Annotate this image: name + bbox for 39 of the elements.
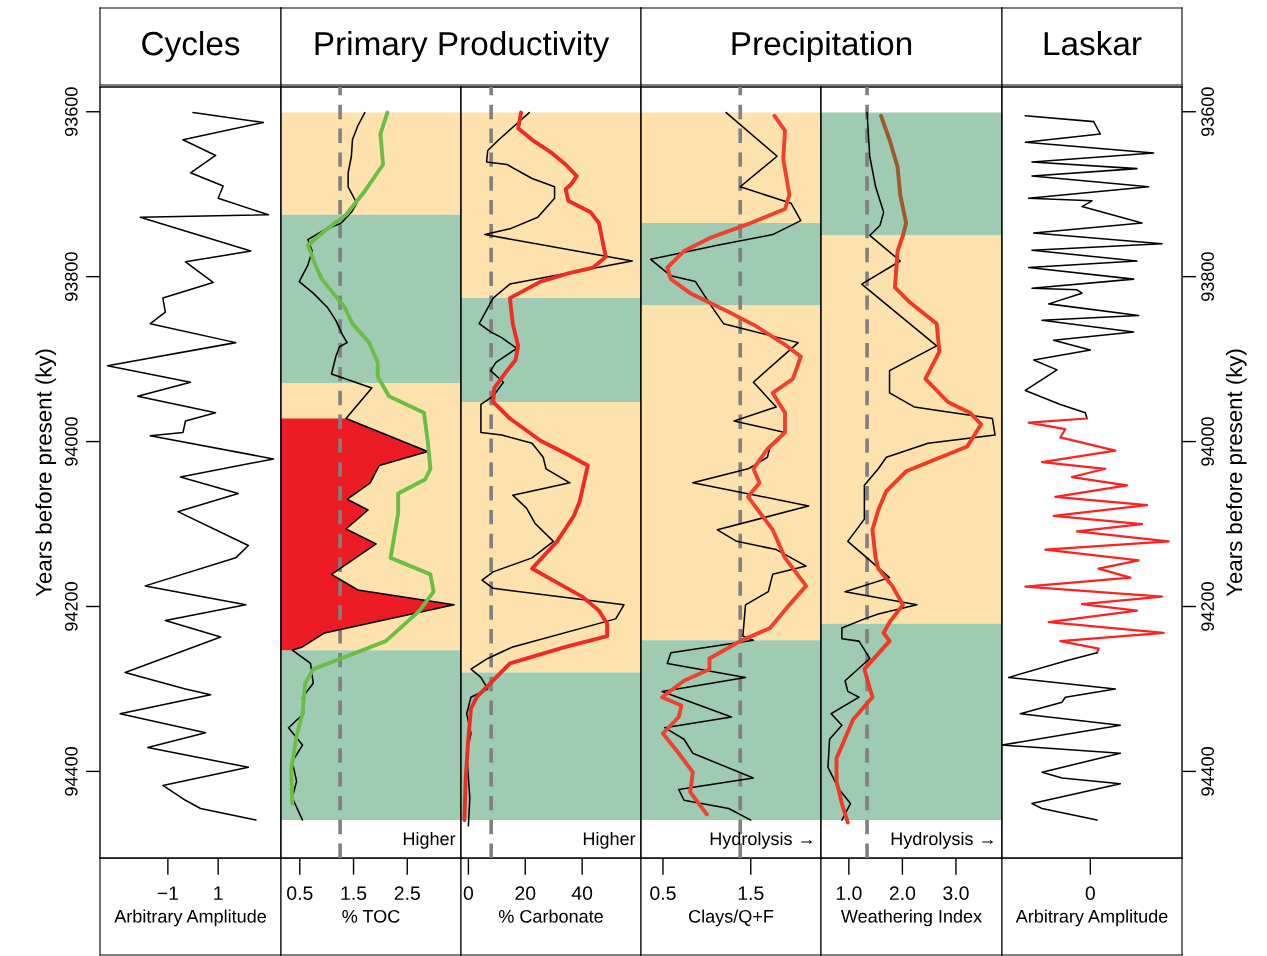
- x-tick-label: 0.5: [650, 886, 676, 901]
- x-axis-title: Arbitrary Amplitude: [114, 909, 266, 927]
- x-tick-label: 2.0: [889, 886, 916, 901]
- chart-title: Cycles: [142, 30, 240, 63]
- y-tick-label: 94200: [1201, 582, 1215, 631]
- x-tick-label: 1.5: [738, 886, 764, 901]
- y-tick-label: 94200: [64, 582, 78, 631]
- x-tick-label: 2.5: [394, 886, 420, 901]
- y-axis-title: Years before present (ky): [35, 349, 57, 597]
- annotation: Higher: [403, 831, 456, 849]
- chart-title: Precipitation: [732, 30, 912, 63]
- annotation: Higher: [583, 831, 636, 849]
- x-tick-label: 1.5: [341, 886, 367, 901]
- annotation: Hydrolysis →: [710, 831, 812, 849]
- x-axis-title: Clays/Q+F: [689, 909, 774, 927]
- y-tick-label: 94400: [1201, 747, 1215, 796]
- y-tick-label: 93600: [1201, 87, 1215, 136]
- x-axis-title: Weathering Index: [840, 909, 982, 927]
- x-tick-label: 3.0: [943, 886, 969, 901]
- y-axis-title: Years before present (ky): [1225, 349, 1247, 597]
- x-axis-title: % Carbonate: [498, 909, 603, 923]
- y-tick-label: 93800: [64, 252, 78, 301]
- x-tick-label: 0: [463, 886, 474, 901]
- x-axis-title: % TOC: [342, 909, 400, 923]
- x-tick-label: 40: [571, 886, 593, 901]
- annotation: Hydrolysis →: [891, 831, 993, 849]
- y-tick-label: 93800: [1201, 252, 1215, 301]
- chart-title: Primary Productivity: [315, 30, 610, 63]
- y-tick-label: 93600: [64, 87, 78, 136]
- x-tick-label: −1: [157, 886, 179, 900]
- x-tick-label: 1: [214, 886, 223, 900]
- x-tick-label: 1.0: [836, 886, 862, 901]
- x-axis-title: Arbitrary Amplitude: [1015, 909, 1168, 927]
- chart-title: Laskar: [1044, 30, 1142, 56]
- x-tick-label: 20: [515, 886, 536, 901]
- y-tick-label: 94000: [1201, 417, 1215, 466]
- x-tick-label: 0.5: [287, 886, 313, 901]
- y-tick-label: 94400: [64, 747, 78, 796]
- y-tick-label: 94000: [64, 417, 78, 466]
